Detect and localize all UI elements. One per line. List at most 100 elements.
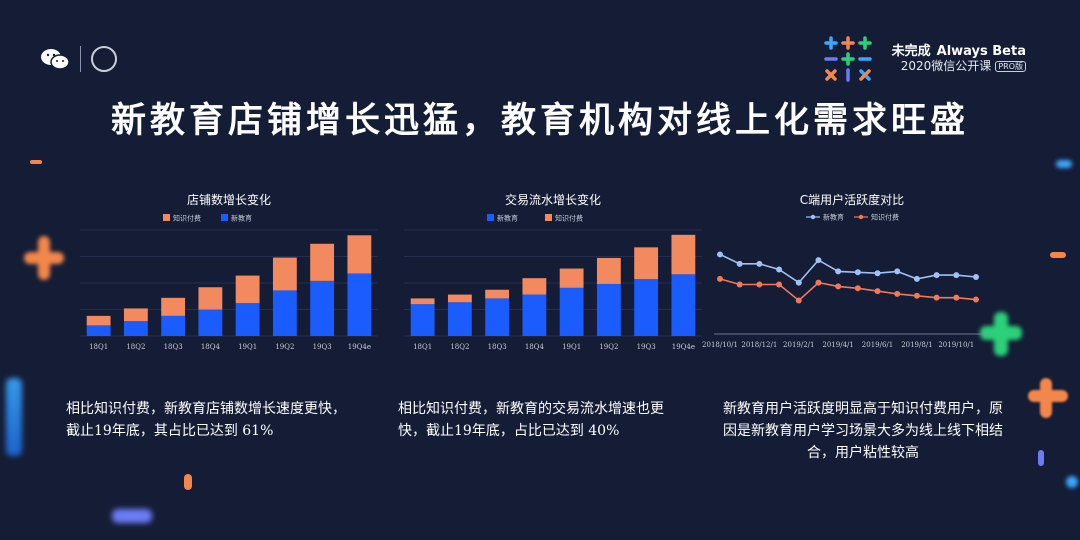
bar-segment — [634, 279, 659, 336]
legend-swatch — [221, 214, 228, 221]
decor-green-bar — [980, 326, 1022, 340]
chart-title: C端用户活跃度对比 — [800, 192, 904, 207]
legend-label: 新教育 — [497, 214, 518, 223]
data-point — [854, 269, 861, 276]
bar-segment — [86, 325, 111, 336]
bar-segment — [161, 315, 186, 336]
brand-logo-icon — [823, 36, 872, 82]
header-divider — [80, 46, 81, 72]
bar-segment — [347, 235, 372, 274]
data-point — [815, 279, 822, 286]
x-tick-label: 18Q3 — [164, 343, 183, 351]
bar-segment — [596, 257, 621, 284]
brand-title-en: Always Beta — [936, 43, 1026, 59]
data-point — [717, 251, 723, 258]
x-tick-label: 2018/10/1 — [702, 341, 738, 349]
chart-title: 店铺数增长变化 — [187, 192, 271, 207]
chart-panel-transaction: 交易流水增长变化 新教育 知识付费 18Q1 18Q2 18Q3 18Q4 19Q1 19Q2 1… — [398, 186, 708, 356]
x-tick-label: 19Q4e — [348, 343, 371, 351]
page-title: 新教育店铺增长迅猛，教育机构对线上化需求旺盛 — [110, 101, 969, 141]
x-tick-label: 18Q2 — [450, 343, 469, 351]
data-point — [973, 296, 979, 303]
data-point — [835, 268, 842, 275]
data-point — [894, 290, 901, 297]
data-point — [953, 272, 960, 279]
x-tick-label: 18Q1 — [89, 343, 108, 351]
decor-blue-dash — [1066, 476, 1078, 488]
x-tick-label: 18Q1 — [413, 343, 432, 351]
legend-marker — [810, 214, 816, 220]
brand-title-cn: 未完成 — [891, 43, 931, 59]
data-point — [756, 260, 763, 267]
data-point — [736, 260, 743, 267]
description-transaction: 相比知识付费，新教育的交易流水增速也更快，截止19年底，占比已达到 40% — [398, 401, 664, 439]
x-tick-label: 2019/8/1 — [901, 341, 932, 349]
legend-label: 知识付费 — [555, 214, 583, 223]
data-point — [835, 283, 842, 290]
pro-badge: PRO版 — [995, 60, 1026, 73]
bar-segment — [596, 283, 621, 336]
seal-icon — [91, 46, 117, 72]
data-point — [795, 279, 802, 286]
bar-segment — [272, 290, 297, 336]
x-tick-label: 19Q1 — [562, 343, 581, 351]
bar-segment — [559, 268, 584, 288]
legend-label: 知识付费 — [871, 213, 899, 222]
bar-segment — [123, 308, 148, 322]
brand-subtitle: 2020微信公开课 — [900, 58, 992, 73]
bar-segment — [310, 243, 335, 281]
bar-segment — [272, 257, 297, 291]
bar-segment — [671, 274, 696, 336]
series-line — [719, 278, 977, 302]
data-point — [815, 257, 822, 264]
decor-orange-bar — [1028, 390, 1068, 402]
bar-segment — [634, 247, 659, 280]
x-tick-label: 19Q2 — [599, 343, 618, 351]
decor-orange-dot — [184, 474, 192, 490]
bar-segment — [86, 315, 111, 326]
chart-panel-store-count: 店铺数增长变化 知识付费 新教育 18Q1 18Q2 18Q3 18Q4 19Q1 19Q2 19… — [74, 186, 384, 356]
data-point — [795, 297, 802, 304]
x-tick-label: 2018/12/1 — [741, 341, 777, 349]
decor-purple-dash — [112, 509, 152, 523]
decor-purple-dash — [1038, 450, 1044, 466]
legend-label: 知识付费 — [173, 214, 201, 223]
bar-segment — [310, 280, 335, 336]
decor-orange-dash — [1050, 252, 1066, 258]
data-point — [973, 274, 979, 280]
legend-marker — [858, 214, 864, 220]
x-tick-label: 19Q2 — [275, 343, 294, 351]
x-tick-label: 2019/4/1 — [822, 341, 853, 349]
bar-segment — [559, 287, 584, 336]
description-store-count: 相比知识付费，新教育店铺数增长速度更快，截止19年底，其占比已达到 61% — [66, 401, 346, 439]
bar-segment — [485, 289, 510, 299]
bar-segment — [447, 294, 472, 303]
data-point — [874, 270, 881, 277]
bar-segment — [123, 321, 148, 336]
header-icons — [40, 46, 117, 72]
description-activity: 新教育用户活跃度明显高于知识付费用户，原因是新教育用户学习场景大多为线上线下相结… — [723, 401, 1003, 461]
bar-segment — [447, 302, 472, 336]
x-tick-label: 19Q1 — [238, 343, 257, 351]
x-tick-label: 18Q2 — [126, 343, 145, 351]
chart-panel-activity: C端用户活跃度对比 新教育 知识付费 2018/10/1 2018/12/1 2019/2… — [702, 186, 1024, 356]
bar-segment — [198, 287, 223, 310]
data-point — [717, 275, 723, 282]
x-tick-label: 18Q4 — [201, 343, 221, 351]
decor-blue-bar — [6, 378, 22, 456]
x-tick-label: 19Q4e — [672, 343, 695, 351]
data-point — [854, 285, 861, 292]
bar-segment — [671, 234, 696, 275]
x-tick-label: 2019/2/1 — [783, 341, 814, 349]
bar-segment — [347, 273, 372, 336]
decor-blue-dash — [1056, 160, 1072, 168]
bar-segment — [410, 298, 435, 305]
data-point — [933, 294, 940, 301]
x-tick-label: 2019/6/1 — [862, 341, 893, 349]
data-point — [933, 272, 940, 279]
chart-title: 交易流水增长变化 — [505, 192, 601, 207]
x-tick-label: 18Q4 — [525, 343, 545, 351]
decor-orange-dash — [30, 160, 42, 164]
